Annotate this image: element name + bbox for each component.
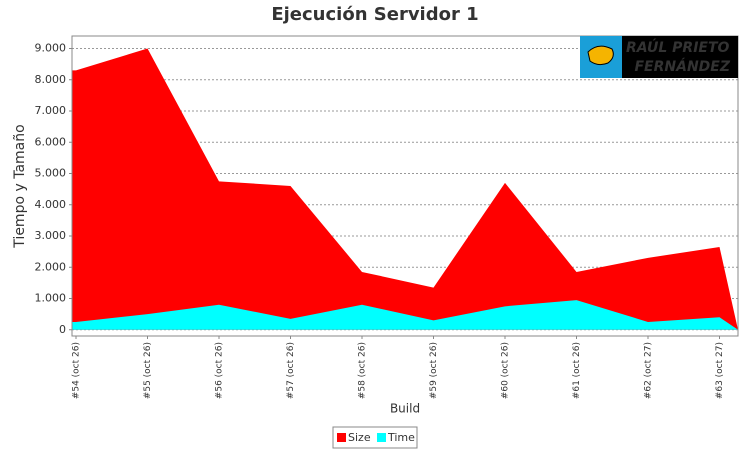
legend-box [332, 426, 418, 449]
x-tick-label: #55 (oct 26) [143, 342, 153, 399]
x-axis-label: Build [390, 402, 420, 416]
y-tick-label: 9.000 [35, 42, 67, 55]
y-tick-label: 7.000 [35, 104, 67, 117]
y-tick-label: 0 [59, 323, 66, 336]
y-tick-label: 4.000 [35, 198, 67, 211]
legend-swatch [337, 433, 346, 442]
area [72, 48, 738, 330]
x-tick-label: #58 (oct 26) [358, 342, 368, 399]
x-tick-label: #62 (oct 27) [644, 342, 654, 399]
overlay: RAÚL PRIETO FERNÁNDEZ [71, 35, 739, 337]
x-tick-label: #61 (oct 26) [572, 342, 582, 399]
legend-label: Time [387, 431, 415, 444]
plot-border [71, 35, 739, 337]
logo-shape [587, 45, 614, 66]
x-tick-label: #60 (oct 26) [501, 342, 511, 399]
y-tick-label: 2.000 [35, 260, 67, 273]
area [72, 300, 738, 330]
legend-swatch [377, 433, 386, 442]
x-tick-label: #54 (oct 26) [72, 342, 82, 399]
y-tick-label: 5.000 [35, 167, 67, 180]
legend-label: Size [348, 431, 371, 444]
y-tick-label: 3.000 [35, 229, 67, 242]
x-tick-label: #59 (oct 26) [429, 342, 439, 399]
x-tick-label: #56 (oct 26) [215, 342, 225, 399]
y-tick-label: 6.000 [35, 135, 67, 148]
y-tick-label: 8.000 [35, 73, 67, 86]
y-tick-label: 1.000 [35, 292, 67, 305]
x-tick-label: #63 (oct 27) [715, 342, 725, 399]
chart-title: Ejecución Servidor 1 [271, 4, 478, 25]
logo-text: RAÚL PRIETO [626, 38, 730, 56]
x-tick-label: #57 (oct 26) [286, 342, 296, 399]
plot-area [72, 36, 738, 336]
y-axis-label: Tiempo y Tamaño [12, 124, 28, 248]
logo-text: FERNÁNDEZ [634, 58, 730, 75]
